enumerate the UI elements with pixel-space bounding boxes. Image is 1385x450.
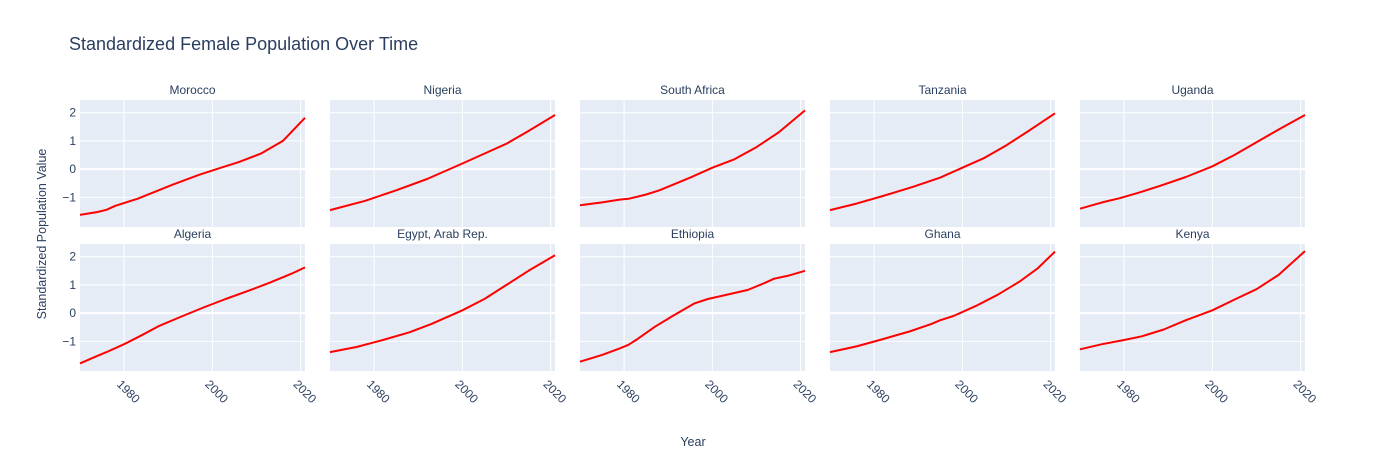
plot-area <box>1080 244 1305 371</box>
y-tick-label: 1 <box>69 278 76 292</box>
x-tick-label: 2020 <box>540 377 569 406</box>
series-line-tanzania <box>829 112 1056 212</box>
subplot-title: South Africa <box>660 83 725 97</box>
subplot-title: Uganda <box>1171 83 1213 97</box>
x-tick-label: 2000 <box>952 377 981 406</box>
x-tick-label: 2020 <box>290 377 319 406</box>
x-tick-label: 1980 <box>114 377 143 406</box>
subplot-title: Algeria <box>174 227 212 241</box>
panel-kenya: Kenya 1980 2000 2020 <box>1079 227 1319 406</box>
series-line-ghana <box>829 250 1056 354</box>
plot-area <box>330 244 555 371</box>
subplot-title: Tanzania <box>918 83 966 97</box>
panel-ghana: Ghana 1980 2000 2020 <box>829 227 1069 406</box>
series-line-uganda <box>1079 114 1306 210</box>
y-tick-label: 0 <box>69 306 76 320</box>
series-line-ethiopia <box>579 269 806 363</box>
y-axis-title: Standardized Population Value <box>35 149 49 320</box>
x-tick-label: 1980 <box>864 377 893 406</box>
panel-tanzania: Tanzania <box>829 83 1056 227</box>
plot-area <box>80 100 305 227</box>
y-tick-label: −1 <box>62 334 76 348</box>
x-tick-label: 2020 <box>1290 377 1319 406</box>
subplot-title: Ethiopia <box>671 227 715 241</box>
series-line-algeria <box>79 266 306 365</box>
panels-group: Morocco −1 0 1 2 Nigeria South Africa Tanzania U… <box>62 83 1319 406</box>
plot-area <box>330 100 555 227</box>
panel-morocco: Morocco −1 0 1 2 <box>62 83 306 227</box>
subplot-title: Nigeria <box>423 83 461 97</box>
plot-area <box>80 244 305 371</box>
series-line-egypt-arab-rep <box>329 254 556 354</box>
x-tick-label: 1980 <box>1114 377 1143 406</box>
x-tick-label: 2000 <box>1202 377 1231 406</box>
x-tick-label: 1980 <box>364 377 393 406</box>
subplot-title: Egypt, Arab Rep. <box>397 227 488 241</box>
y-tick-label: −1 <box>62 190 76 204</box>
subplot-title: Ghana <box>924 227 960 241</box>
panel-uganda: Uganda <box>1079 83 1306 227</box>
series-line-kenya <box>1079 250 1306 351</box>
series-line-nigeria <box>329 114 556 212</box>
y-tick-label: 2 <box>69 250 76 264</box>
panel-algeria: Algeria −1 0 1 2 1980 2000 2020 <box>62 227 319 406</box>
x-tick-label: 2000 <box>452 377 481 406</box>
panel-ethiopia: Ethiopia 1980 2000 2020 <box>579 227 819 406</box>
panel-south-africa: South Africa <box>579 83 806 227</box>
plot-area <box>830 244 1055 371</box>
series-line-morocco <box>79 117 306 216</box>
subplot-title: Morocco <box>169 83 215 97</box>
chart-title: Standardized Female Population Over Time <box>69 34 418 54</box>
plot-area <box>580 244 805 371</box>
plot-area <box>580 100 805 227</box>
x-tick-label: 2020 <box>1040 377 1069 406</box>
panel-egypt-arab-rep: Egypt, Arab Rep. 1980 2000 2020 <box>329 227 569 406</box>
x-tick-label: 2000 <box>202 377 231 406</box>
series-line-south-africa <box>579 109 806 207</box>
panel-nigeria: Nigeria <box>329 83 556 227</box>
plot-area <box>1080 100 1305 227</box>
x-tick-label: 2020 <box>790 377 819 406</box>
y-tick-label: 2 <box>69 106 76 120</box>
y-tick-label: 0 <box>69 162 76 176</box>
subplot-title: Kenya <box>1175 227 1209 241</box>
x-tick-label: 2000 <box>702 377 731 406</box>
plot-area <box>830 100 1055 227</box>
x-tick-label: 1980 <box>614 377 643 406</box>
y-tick-label: 1 <box>69 134 76 148</box>
x-axis-title: Year <box>680 435 705 449</box>
